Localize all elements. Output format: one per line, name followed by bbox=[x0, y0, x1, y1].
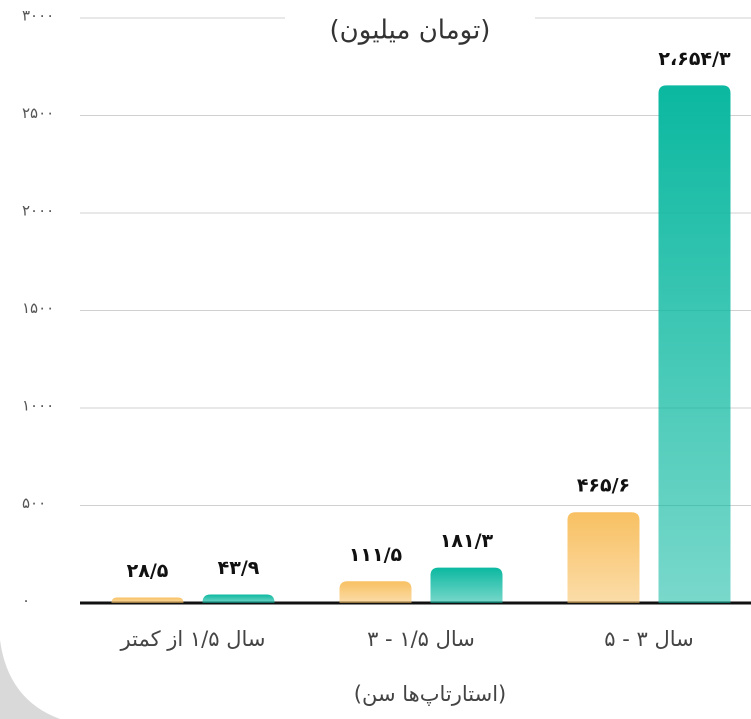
grid: ۰ ۵۰۰ ۱۰۰۰ ۱۵۰۰ ۲۰۰۰ ۲۵۰۰ ۳۰۰۰ bbox=[22, 7, 751, 610]
value-label: ۱۱۱/۵ bbox=[349, 544, 403, 566]
value-label: ۱۸۱/۳ bbox=[440, 530, 494, 552]
value-label: ۴۳/۹ bbox=[218, 557, 260, 579]
bar bbox=[567, 512, 640, 603]
bars bbox=[111, 85, 731, 603]
y-tick-label: ۳۰۰۰ bbox=[22, 7, 54, 25]
corner-decoration bbox=[0, 640, 60, 719]
bar bbox=[658, 85, 731, 603]
bar bbox=[339, 581, 412, 603]
bar bbox=[202, 594, 275, 603]
value-label: ۴۶۵/۶ bbox=[577, 475, 630, 497]
y-tick-label: ۲۵۰۰ bbox=[22, 104, 54, 122]
chart-title: (تومان میلیون) bbox=[330, 16, 491, 46]
x-tick-label: سال ۳ - ۵ bbox=[604, 627, 693, 651]
bar bbox=[430, 567, 503, 603]
title-background bbox=[285, 10, 535, 46]
x-axis-title: (استارتاپ‌ها سن) bbox=[354, 682, 506, 706]
y-tick-label: ۲۰۰۰ bbox=[22, 202, 54, 220]
y-tick-label: ۱۰۰۰ bbox=[22, 397, 54, 415]
x-tick-label: سال ۱/۵ از کمتر bbox=[120, 627, 266, 651]
y-tick-label: ۵۰۰ bbox=[22, 494, 46, 512]
y-tick-label: ۱۵۰۰ bbox=[22, 299, 54, 317]
value-label: ۲۸/۵ bbox=[127, 560, 169, 582]
y-tick-label: ۰ bbox=[22, 592, 30, 610]
value-label: ۲،۶۵۴/۳ bbox=[658, 48, 731, 70]
x-tick-label: سال ۱/۵ - ۳ bbox=[367, 627, 475, 651]
bar bbox=[111, 597, 184, 603]
